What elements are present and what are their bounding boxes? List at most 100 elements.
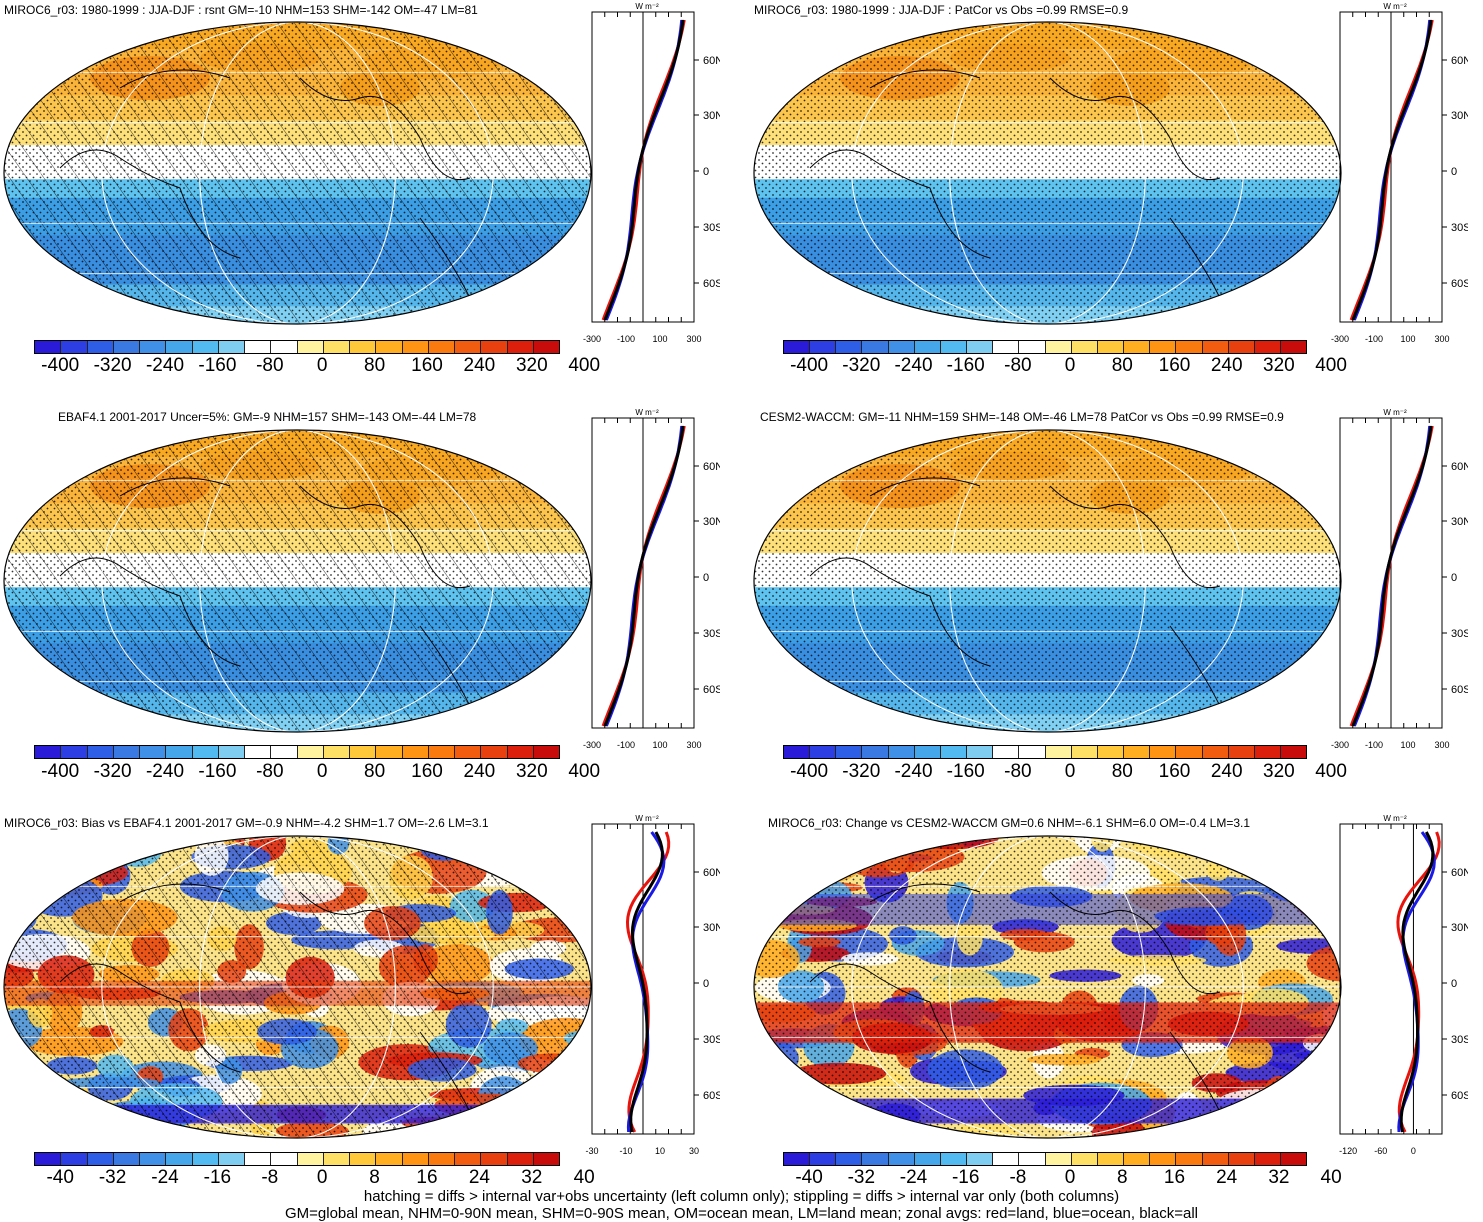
colorbar-tick-label: -240 xyxy=(145,761,185,782)
colorbar-swatch xyxy=(455,341,482,353)
map-blob xyxy=(756,836,794,847)
zonal-unit: W m⁻² xyxy=(635,408,659,417)
colorbar-swatch xyxy=(940,1153,968,1165)
graticule-meridian xyxy=(199,22,396,324)
colorbar-swatch xyxy=(245,746,272,758)
colorbar-tick-label: 320 xyxy=(1263,761,1295,782)
colorbar-tick-label: 80 xyxy=(1111,355,1133,376)
colorbar-tick-label: -240 xyxy=(894,355,933,376)
map-field xyxy=(4,836,591,1138)
map-field xyxy=(754,430,1341,732)
colorbar-tick-label: 0 xyxy=(316,761,328,782)
colorbar-swatch xyxy=(836,746,863,758)
map-blob xyxy=(754,1120,862,1138)
colorbar-tick-label: -32 xyxy=(98,1167,127,1188)
map-blob xyxy=(4,1101,56,1138)
colorbar-swatch xyxy=(35,341,62,353)
colorbar-tick-label: -32 xyxy=(847,1167,876,1188)
colorbar-swatch xyxy=(914,746,941,758)
zonal-lat-label: 0 xyxy=(703,572,709,584)
zonal-curve-all xyxy=(629,831,664,1133)
zonal-unit: W m⁻² xyxy=(1383,2,1407,11)
colorbar-swatch xyxy=(993,341,1020,353)
colorbar-swatch xyxy=(166,746,193,758)
zonal-lat-label: 30N xyxy=(1451,110,1468,122)
colorbar-swatch xyxy=(1071,1153,1098,1165)
footer-line-2: GM=global mean, NHM=0-90N mean, SHM=0-90… xyxy=(284,1205,1198,1222)
colorbar-tick-label: -16 xyxy=(203,1167,232,1188)
colorbar-3 xyxy=(34,745,560,759)
zonal-curve-land xyxy=(1396,831,1441,1133)
colorbar-swatch xyxy=(271,1153,298,1165)
zonal-x-label: -100 xyxy=(617,740,635,750)
colorbar-tick-label: 240 xyxy=(463,355,496,376)
zonal-lat-label: 0 xyxy=(1451,166,1457,178)
colorbar-swatch xyxy=(376,1153,403,1165)
map-blob xyxy=(4,1118,46,1138)
map-blob xyxy=(787,1128,843,1138)
colorbar-tick-label: 160 xyxy=(1158,761,1191,782)
graticule-meridian xyxy=(101,430,494,732)
zonal-lat-label: 30S xyxy=(703,1034,720,1046)
colorbar-swatch xyxy=(1202,1153,1229,1165)
colorbar-swatch xyxy=(113,1153,140,1165)
colorbar-swatch xyxy=(350,341,377,353)
colorbar-2 xyxy=(783,340,1307,354)
colorbar-tick-label: 80 xyxy=(364,761,386,782)
colorbar-swatch xyxy=(218,1153,245,1165)
colorbar-tick-label: 32 xyxy=(1268,1167,1290,1188)
colorbar-tick-label: 0 xyxy=(1064,355,1076,376)
colorbar-swatch xyxy=(1228,746,1255,758)
map-panel-1 xyxy=(3,21,592,325)
map-blob xyxy=(44,1104,79,1117)
colorbar-swatch xyxy=(481,341,508,353)
colorbar-swatch xyxy=(323,746,350,758)
map-blob xyxy=(765,836,817,843)
map-blob xyxy=(27,1107,77,1138)
colorbar-tick-label: -160 xyxy=(946,761,985,782)
colorbar-tick-label: 16 xyxy=(1163,1167,1186,1188)
zonal-lat-label: 60N xyxy=(1451,867,1468,879)
zonal-unit: W m⁻² xyxy=(635,814,659,823)
zonal-curve-all xyxy=(603,19,685,321)
colorbar-swatch xyxy=(61,746,88,758)
colorbar-tick-label: 80 xyxy=(1111,761,1133,782)
colorbar-4 xyxy=(783,745,1307,759)
map-field xyxy=(4,430,591,732)
colorbar-swatch xyxy=(245,1153,272,1165)
colorbar-swatch xyxy=(245,341,272,353)
colorbar-tick-label: -40 xyxy=(46,1167,74,1188)
graticule-meridian xyxy=(949,836,1146,1138)
zonal-lat-label: 60N xyxy=(703,867,720,879)
map-blob xyxy=(792,1104,880,1138)
colorbar-swatch xyxy=(836,341,863,353)
graticule-meridian xyxy=(851,836,1244,1138)
map-blob xyxy=(49,849,137,863)
map-panel-3 xyxy=(3,429,592,733)
zonal-plot-1: W m⁻² 60N 30N 0 30S 60S -300 -100 100 300 xyxy=(583,2,720,344)
zonal-plot-3: W m⁻² 60N 30N 0 30S 60S -300 -100 100 300 xyxy=(583,408,720,750)
colorbar-swatch xyxy=(810,1153,837,1165)
colorbar-tick-label: -320 xyxy=(842,355,881,376)
colorbar-tick-label: 160 xyxy=(411,355,443,376)
zonal-x-label: -300 xyxy=(1331,334,1349,344)
zonal-lat-label: 60S xyxy=(1451,278,1468,290)
colorbar-swatch xyxy=(376,746,403,758)
zonal-x-label: 0 xyxy=(1411,1146,1416,1156)
colorbar-swatch xyxy=(1202,341,1229,353)
colorbar-tick-label: 0 xyxy=(316,1167,328,1188)
colorbar-tick-label: 400 xyxy=(1315,355,1347,376)
panel-title-6: MIROC6_r03: Change vs CESM2-WACCM GM=0.6… xyxy=(768,816,1251,830)
map-blob xyxy=(823,1118,886,1138)
colorbar-swatch xyxy=(1254,1153,1281,1165)
map-blob xyxy=(19,1108,64,1124)
zonal-lat-label: 30N xyxy=(703,922,720,934)
map-blob xyxy=(754,1105,785,1125)
zonal-curve-all xyxy=(1351,19,1433,321)
zonal-x-label: -30 xyxy=(585,1146,598,1156)
colorbar-tick-label: -400 xyxy=(41,761,80,782)
colorbar-swatch xyxy=(914,1153,941,1165)
colorbar-swatch xyxy=(87,1153,114,1165)
colorbar-swatch xyxy=(533,1153,559,1165)
colorbar-tick-label: -160 xyxy=(198,761,237,782)
